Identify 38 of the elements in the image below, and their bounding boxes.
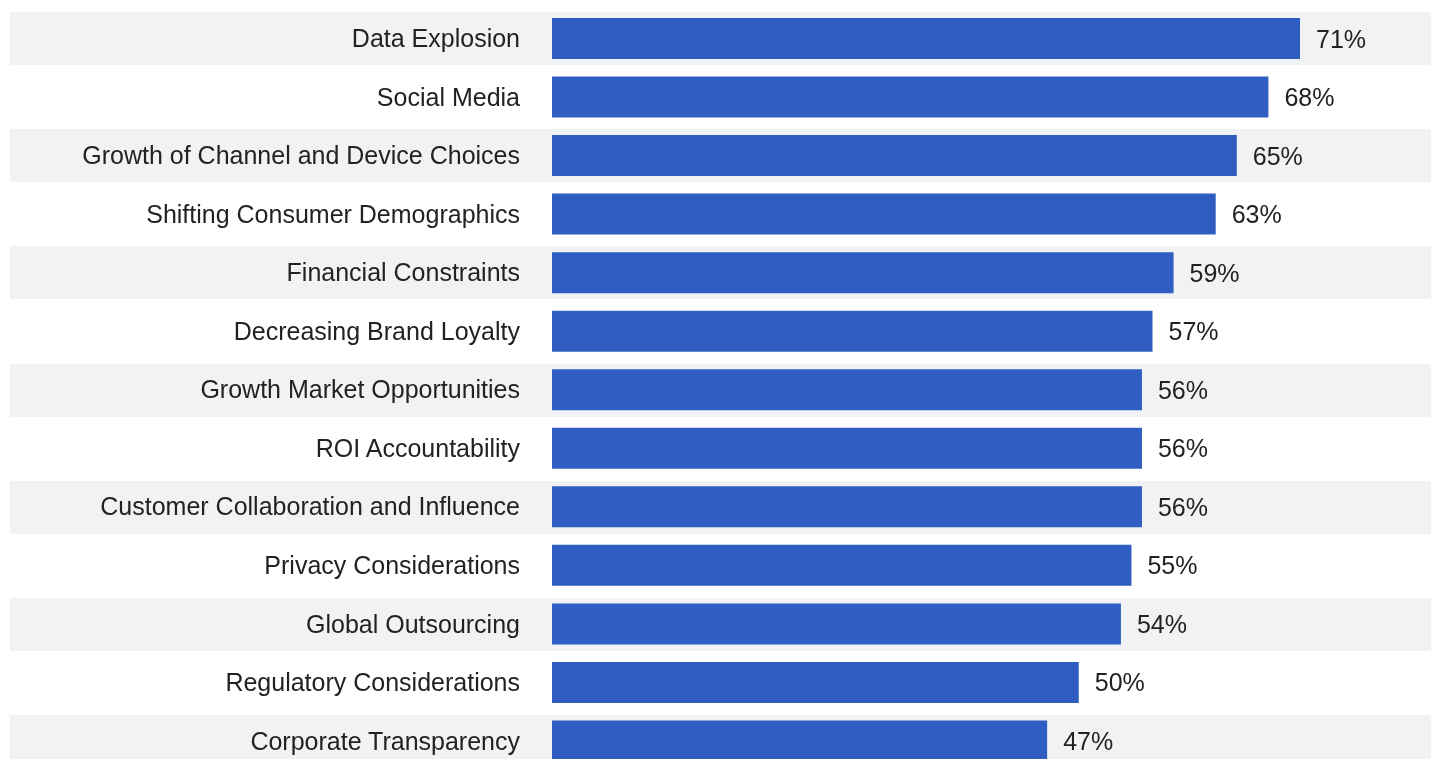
y-tick-label: Global Outsourcing [305, 609, 520, 638]
data-label: 50% [1094, 668, 1145, 697]
y-tick-label: Growth of Channel and Device Choices [82, 141, 520, 170]
bar [552, 603, 1121, 645]
y-tick-label: ROI Accountability [315, 433, 521, 462]
y-tick-label: Shifting Consumer Demographics [146, 199, 520, 228]
y-tick-label: Data Explosion [351, 24, 520, 53]
bar [552, 76, 1269, 118]
bar [552, 18, 1300, 59]
y-tick-label: Growth Market Opportunities [200, 375, 520, 404]
y-tick-label: Social Media [376, 82, 521, 111]
data-label: 68% [1284, 83, 1335, 112]
y-tick-label: Customer Collaboration and Influence [100, 492, 520, 521]
bar [552, 369, 1142, 411]
bar [552, 135, 1237, 177]
bar [552, 193, 1216, 235]
y-tick-label: Regulatory Considerations [225, 668, 520, 697]
y-tick-label: Financial Constraints [286, 258, 520, 287]
bar [552, 544, 1132, 586]
data-label: 65% [1252, 141, 1303, 170]
bar [552, 310, 1153, 352]
data-label: 56% [1157, 375, 1209, 404]
data-label: 56% [1157, 434, 1209, 463]
data-label: 56% [1157, 492, 1209, 521]
y-tick-label: Privacy Considerations [264, 550, 520, 579]
data-label: 63% [1231, 200, 1282, 229]
bar [552, 252, 1174, 294]
data-label: 59% [1189, 258, 1240, 287]
y-tick-label: Corporate Transparency [250, 726, 521, 755]
bar [552, 661, 1079, 703]
data-label: 71% [1316, 24, 1367, 53]
bar [552, 427, 1142, 469]
data-label: 55% [1147, 551, 1198, 580]
data-label: 47% [1063, 726, 1114, 755]
y-tick-label: Decreasing Brand Loyalty [233, 316, 521, 345]
bar [552, 486, 1142, 528]
data-label: 54% [1136, 609, 1187, 638]
data-label: 57% [1168, 317, 1219, 346]
